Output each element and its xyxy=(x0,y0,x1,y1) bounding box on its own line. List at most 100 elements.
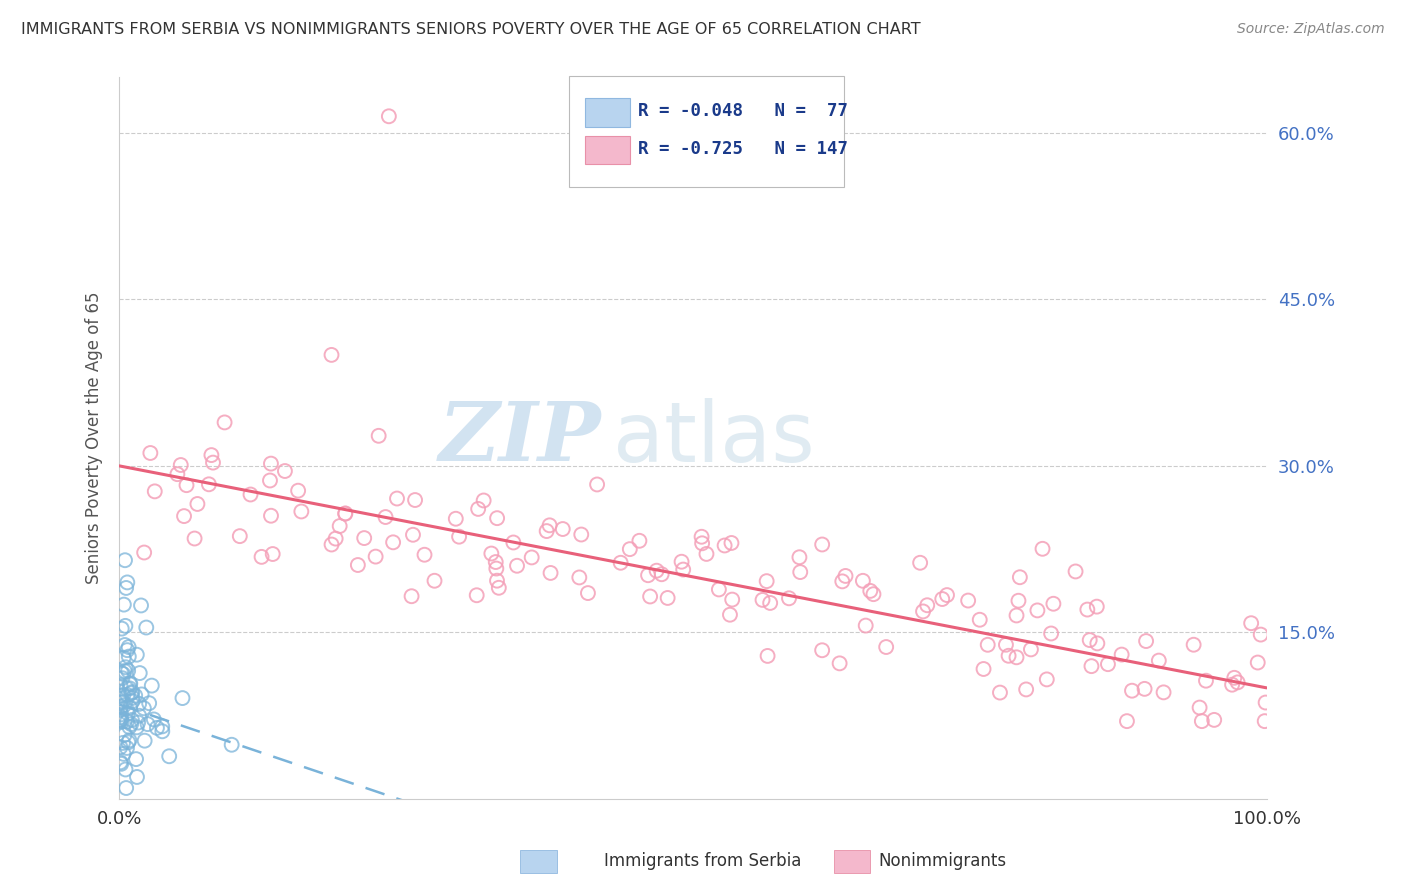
Point xyxy=(110,710,132,724)
Text: ZIP: ZIP xyxy=(439,398,602,478)
Point xyxy=(110,707,132,722)
Point xyxy=(1121,683,1143,698)
Point xyxy=(718,607,741,622)
Point xyxy=(1097,657,1119,672)
Point xyxy=(186,497,208,511)
Point xyxy=(117,735,139,749)
Point xyxy=(110,689,132,703)
Point xyxy=(200,448,222,462)
Point xyxy=(540,566,562,580)
Point xyxy=(713,539,735,553)
Point xyxy=(378,109,401,123)
Point xyxy=(695,547,717,561)
Point xyxy=(912,604,935,618)
Point xyxy=(110,756,132,771)
Point xyxy=(915,599,938,613)
Point xyxy=(831,574,853,589)
Point xyxy=(576,586,599,600)
Point xyxy=(112,598,135,612)
Point xyxy=(259,474,281,488)
Point xyxy=(139,446,162,460)
Point xyxy=(287,483,309,498)
Text: atlas: atlas xyxy=(613,398,814,479)
Point xyxy=(506,558,529,573)
Text: R = -0.048   N =  77: R = -0.048 N = 77 xyxy=(638,103,848,120)
Y-axis label: Seniors Poverty Over the Age of 65: Seniors Poverty Over the Age of 65 xyxy=(86,292,103,584)
Point xyxy=(811,643,834,657)
Text: Source: ZipAtlas.com: Source: ZipAtlas.com xyxy=(1237,22,1385,37)
Point xyxy=(262,547,284,561)
Point xyxy=(131,687,153,701)
Text: Nonimmigrants: Nonimmigrants xyxy=(877,852,1007,870)
Point xyxy=(114,664,136,678)
Point xyxy=(125,648,148,662)
Point xyxy=(157,749,180,764)
Point xyxy=(834,569,856,583)
Point xyxy=(260,508,283,523)
Point xyxy=(645,564,668,578)
Point xyxy=(721,592,744,607)
Point xyxy=(239,487,262,501)
Point xyxy=(671,555,693,569)
Point xyxy=(413,548,436,562)
Point xyxy=(1005,608,1028,623)
Point xyxy=(1254,696,1277,710)
Point xyxy=(118,681,141,696)
Point xyxy=(994,638,1017,652)
Point xyxy=(1036,673,1059,687)
Point xyxy=(134,733,156,747)
Point xyxy=(112,698,135,713)
Point xyxy=(150,724,173,739)
Point xyxy=(755,574,778,588)
Point xyxy=(110,756,132,770)
Point xyxy=(127,715,149,730)
Point xyxy=(444,512,467,526)
Point xyxy=(170,458,193,472)
Point xyxy=(129,599,152,613)
Point xyxy=(110,678,132,692)
Point xyxy=(811,537,834,551)
Point xyxy=(485,561,508,575)
Point xyxy=(146,721,169,735)
Point xyxy=(121,690,143,705)
Point xyxy=(1220,678,1243,692)
Point xyxy=(1247,656,1270,670)
Point xyxy=(449,530,471,544)
Point xyxy=(957,593,980,607)
Point xyxy=(111,714,134,729)
Point xyxy=(1085,599,1108,614)
Point xyxy=(112,747,135,761)
Point xyxy=(136,717,159,731)
Point xyxy=(657,591,679,605)
Point xyxy=(132,701,155,715)
Point xyxy=(1019,642,1042,657)
Point xyxy=(115,780,138,795)
Point xyxy=(789,565,811,579)
Point xyxy=(1008,570,1031,584)
Point xyxy=(114,638,136,652)
Text: Immigrants from Serbia: Immigrants from Serbia xyxy=(605,852,801,870)
Point xyxy=(1007,593,1029,607)
Point xyxy=(778,591,800,606)
Point xyxy=(110,695,132,709)
Point xyxy=(117,640,139,654)
Point xyxy=(110,665,132,680)
Point xyxy=(908,556,931,570)
Point xyxy=(114,553,136,567)
Point xyxy=(114,660,136,674)
Point xyxy=(1116,714,1139,728)
Point xyxy=(1111,648,1133,662)
Point xyxy=(756,648,779,663)
Point xyxy=(229,529,252,543)
Point xyxy=(855,618,877,632)
Point xyxy=(1078,633,1101,648)
Point xyxy=(1133,681,1156,696)
Point xyxy=(859,583,882,598)
Point xyxy=(118,700,141,714)
Point xyxy=(1240,616,1263,631)
Point xyxy=(485,555,508,569)
Point xyxy=(274,464,297,478)
Point xyxy=(465,588,488,602)
Point xyxy=(183,532,205,546)
Point xyxy=(467,502,489,516)
